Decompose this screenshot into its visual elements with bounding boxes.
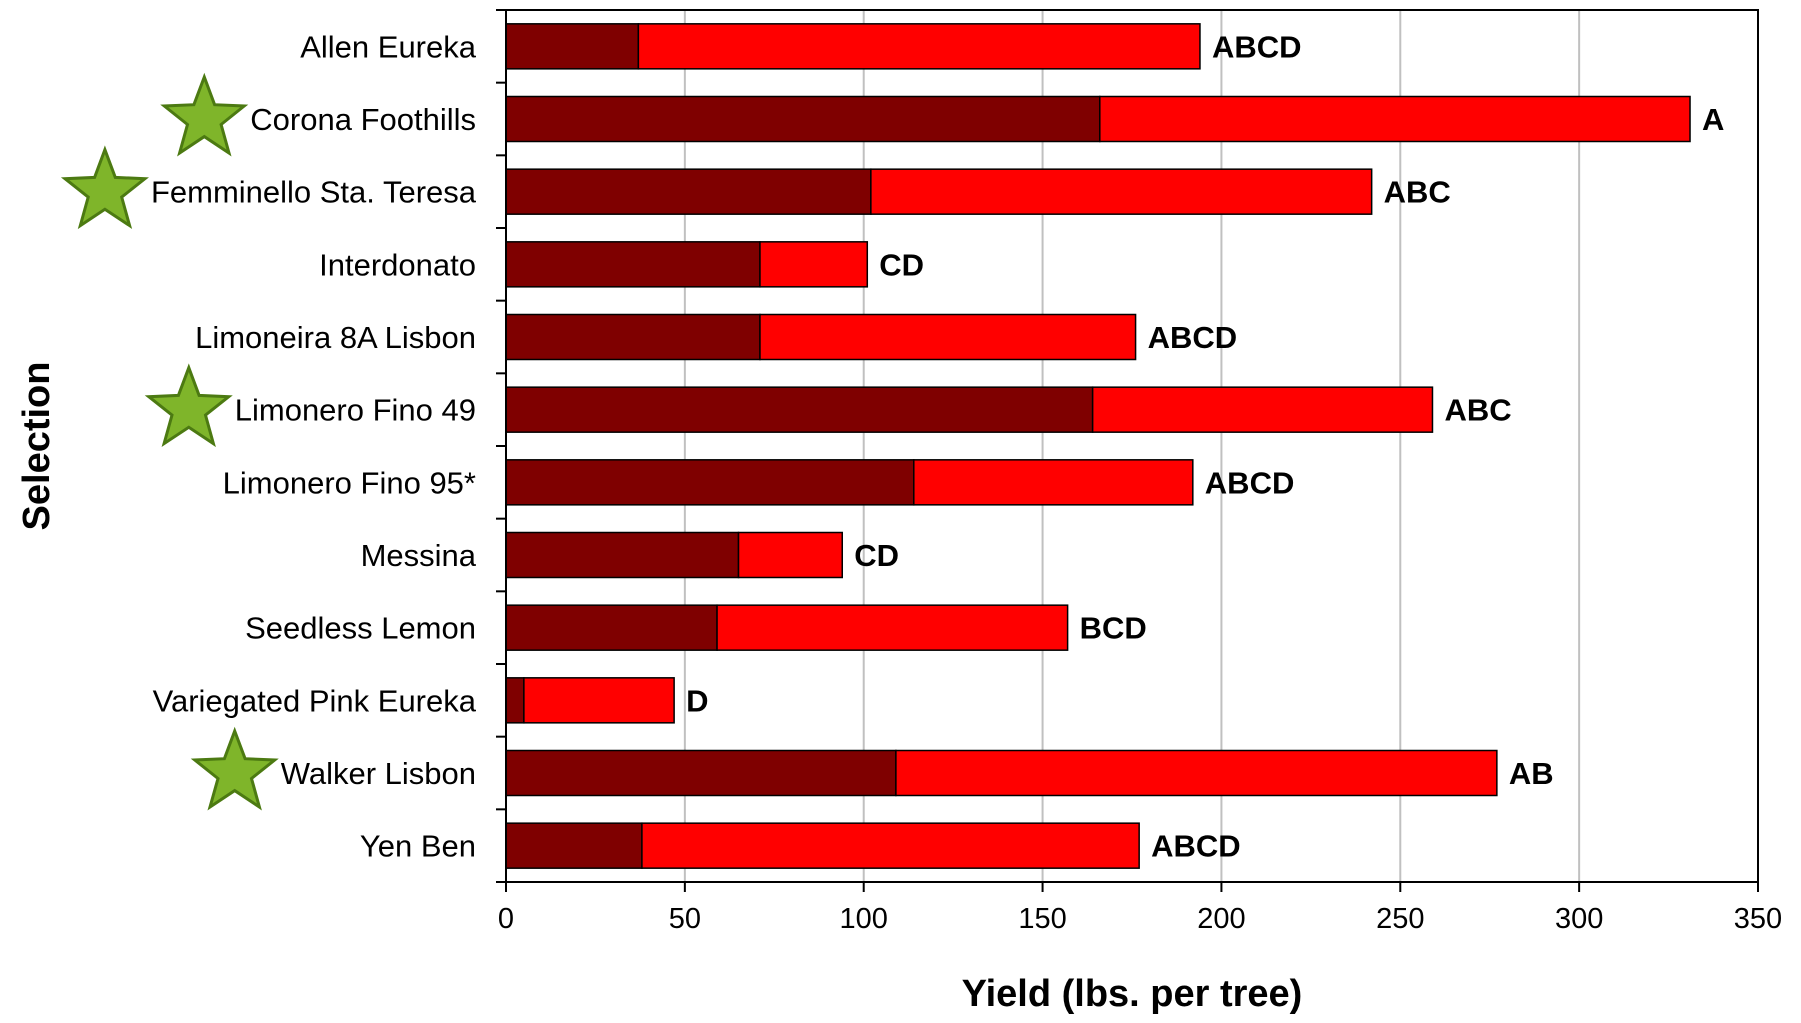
bar-segment-2 xyxy=(737,531,844,579)
bar-segment-2 xyxy=(716,604,1069,651)
bar-segment-2 xyxy=(1099,95,1691,143)
bar-segment-2 xyxy=(895,749,1498,797)
x-tick-label: 50 xyxy=(669,903,701,935)
category-label: Corona Foothills xyxy=(250,102,476,137)
bar-segment-1 xyxy=(505,95,1101,143)
significance-label: ABCD xyxy=(1148,320,1238,355)
significance-label: D xyxy=(686,683,708,718)
significance-label: AB xyxy=(1509,756,1554,791)
y-axis-ticks xyxy=(496,9,506,883)
x-tick-label: 300 xyxy=(1555,903,1603,935)
x-tick-label: 100 xyxy=(840,903,888,935)
star-icon xyxy=(60,145,149,230)
category-label: Allen Eureka xyxy=(300,29,477,64)
category-label: Variegated Pink Eureka xyxy=(153,683,477,718)
significance-label: ABC xyxy=(1384,175,1451,210)
category-label: Messina xyxy=(361,538,477,573)
bar-segment-1 xyxy=(505,241,761,288)
significance-label: A xyxy=(1702,102,1724,137)
x-axis-title: Yield (lbs. per tree) xyxy=(962,973,1303,1015)
star-icon xyxy=(190,726,279,811)
category-label: Walker Lisbon xyxy=(281,756,476,791)
category-label: Femminello Sta. Teresa xyxy=(151,175,477,210)
bar-segment-1 xyxy=(505,531,740,579)
category-labels: Allen Eureka Corona Foothills Femminello S… xyxy=(151,29,477,863)
bar-segment-1 xyxy=(505,822,643,869)
x-tick-label: 350 xyxy=(1734,903,1782,935)
category-label: Limonero Fino 95* xyxy=(223,465,476,500)
x-tick-label: 200 xyxy=(1197,903,1245,935)
bar-segment-2 xyxy=(913,459,1194,506)
category-label: Yen Ben xyxy=(360,829,476,864)
significance-label: ABC xyxy=(1444,393,1511,428)
category-label: Seedless Lemon xyxy=(245,611,476,646)
bar-segment-2 xyxy=(637,23,1201,70)
bar-segment-2 xyxy=(759,313,1137,361)
bar-segment-2 xyxy=(1091,386,1434,433)
bar-segment-1 xyxy=(505,168,872,215)
bar-segment-2 xyxy=(641,822,1140,869)
star-icon xyxy=(160,72,249,157)
x-tick-label: 250 xyxy=(1376,903,1424,935)
bar-segment-1 xyxy=(505,313,761,361)
star-icon xyxy=(144,363,233,448)
significance-label: CD xyxy=(854,538,899,573)
gridlines xyxy=(683,10,1581,882)
bar-segment-1 xyxy=(505,23,640,70)
bar-segment-1 xyxy=(505,749,897,797)
category-label: Limonero Fino 49 xyxy=(235,393,476,428)
bar-segment-2 xyxy=(523,677,675,724)
significance-label: ABCD xyxy=(1212,29,1302,64)
category-label: Limoneira 8A Lisbon xyxy=(195,320,476,355)
bar-segment-1 xyxy=(505,459,915,506)
x-axis-ticks: 0 50 100 150 200 250 300 350 xyxy=(498,882,1782,935)
significance-label: ABCD xyxy=(1151,829,1241,864)
significance-label: ABCD xyxy=(1205,465,1295,500)
bar-segment-2 xyxy=(870,168,1373,215)
significance-label: CD xyxy=(879,247,924,282)
significance-labels: ABCD A ABC CD ABCD ABC ABCD CD BCD D AB ABCD xyxy=(686,29,1724,863)
bar-segment-2 xyxy=(759,241,869,288)
bar-segment-1 xyxy=(505,677,525,724)
category-label: Interdonato xyxy=(319,247,476,282)
y-axis-title: Selection xyxy=(16,362,58,531)
stars xyxy=(60,72,279,811)
bar-segment-1 xyxy=(505,386,1094,433)
x-tick-label: 150 xyxy=(1018,903,1066,935)
bars xyxy=(505,23,1691,869)
significance-label: BCD xyxy=(1080,611,1147,646)
bar-segment-1 xyxy=(505,604,718,651)
x-tick-label: 0 xyxy=(498,903,514,935)
